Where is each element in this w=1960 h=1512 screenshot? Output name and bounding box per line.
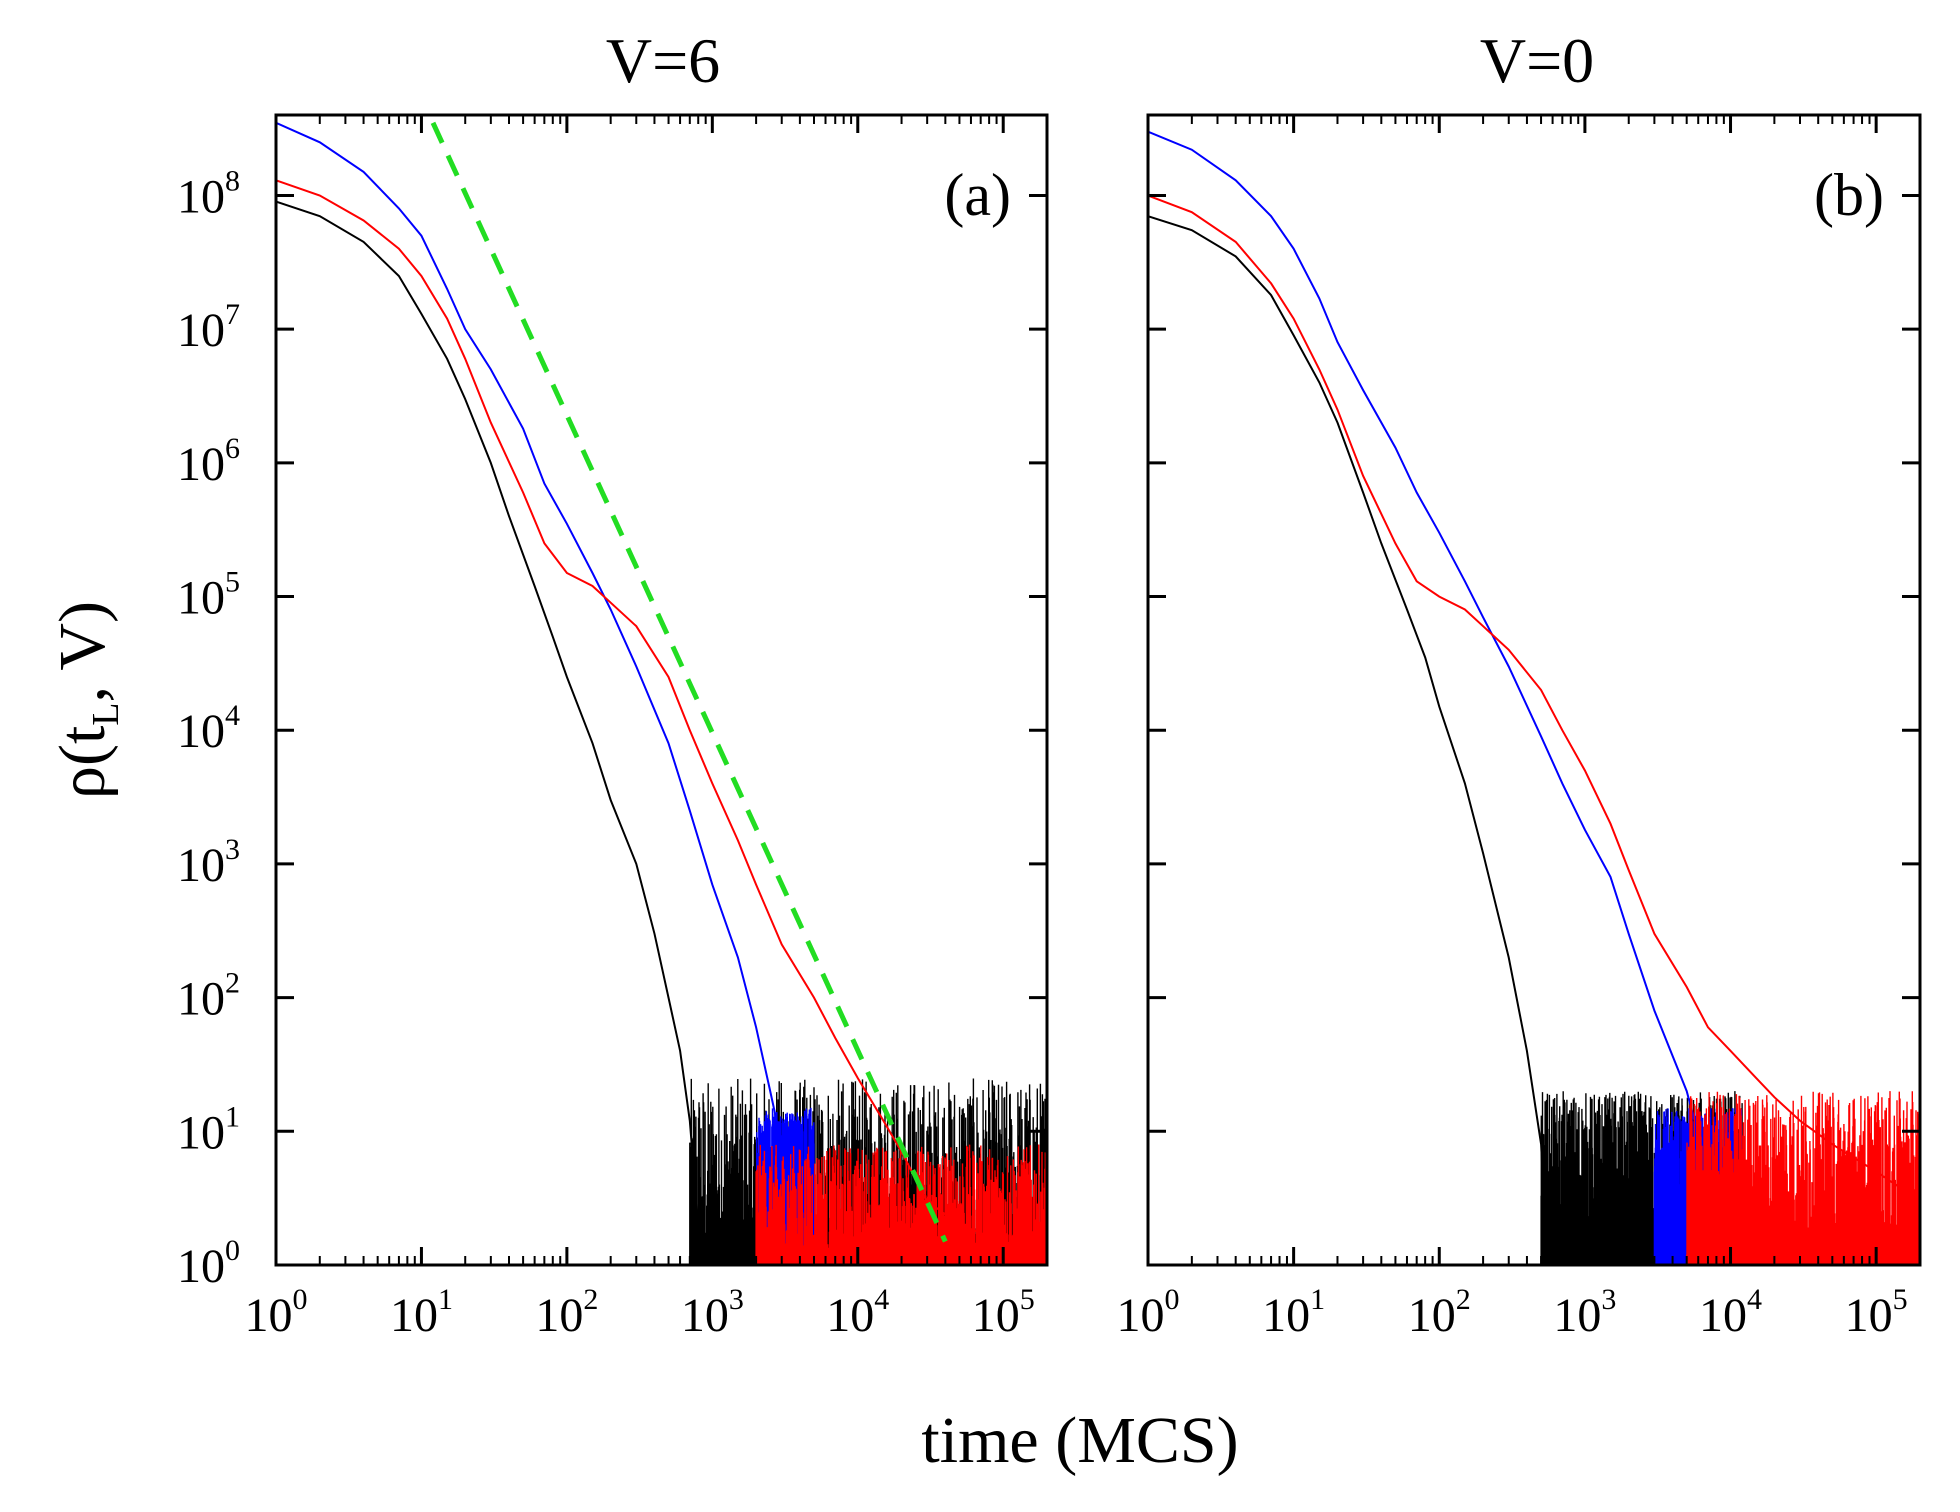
panel-b: V=0 100 101 102 103 104 105 (b) (1117, 25, 1922, 1342)
series-red-noise (1686, 1091, 1920, 1265)
series-red-line (276, 179, 1047, 1256)
series-red-noise (755, 1144, 1047, 1265)
y-axis-label-subscript: L (85, 702, 127, 725)
y-axis-label: ρ(tL, V) (46, 601, 127, 799)
x-tick-label: 102 (535, 1283, 598, 1342)
y-tick-label: 104 (177, 699, 240, 758)
panel-label: (a) (944, 162, 1011, 228)
y-tick-label: 102 (177, 967, 240, 1026)
series-blue-line (1148, 130, 1743, 1265)
x-tick-label: 102 (1408, 1283, 1471, 1342)
x-tick-label: 101 (390, 1283, 453, 1342)
y-axis-label-main: ρ(t (46, 726, 119, 799)
x-tick-label: 104 (1699, 1283, 1762, 1342)
y-tick-label: 100 (177, 1234, 240, 1293)
panel-title: V=0 (1480, 25, 1594, 96)
plot-frame (274, 113, 1049, 1267)
x-tick-label: 103 (681, 1283, 744, 1342)
x-axis-label: time (MCS) (921, 1404, 1238, 1477)
y-tick-label: 108 (177, 164, 240, 223)
y-tick-label: 103 (177, 833, 240, 892)
panel-label: (b) (1814, 162, 1884, 228)
plot-area (276, 121, 1047, 1265)
panel-a: V=6 100 101 102 103 104 105 100 101 102 103 104 105… (177, 25, 1049, 1342)
series-black-line (276, 200, 700, 1225)
y-tick-label: 105 (177, 566, 240, 625)
series-blue-line (276, 121, 815, 1255)
x-tick-label: 105 (1845, 1283, 1908, 1342)
series-green-line (430, 121, 948, 1243)
series-red-line (1148, 194, 1920, 1203)
x-tick-label: 101 (1262, 1283, 1325, 1342)
x-tick-label: 100 (245, 1283, 308, 1342)
plot-frame (1146, 113, 1922, 1267)
x-tick-label: 104 (826, 1283, 889, 1342)
y-tick-label: 106 (177, 432, 240, 491)
x-tick-label: 103 (1553, 1283, 1616, 1342)
panel-title: V=6 (606, 25, 720, 96)
x-tick-label: 100 (1117, 1283, 1180, 1342)
plot-area (1148, 130, 1920, 1265)
y-tick-label: 107 (177, 298, 240, 357)
y-tick-label: 101 (177, 1100, 240, 1159)
series-black-line (1148, 215, 1549, 1265)
x-tick-label: 105 (972, 1283, 1035, 1342)
y-axis-label-end: , V) (46, 601, 119, 702)
